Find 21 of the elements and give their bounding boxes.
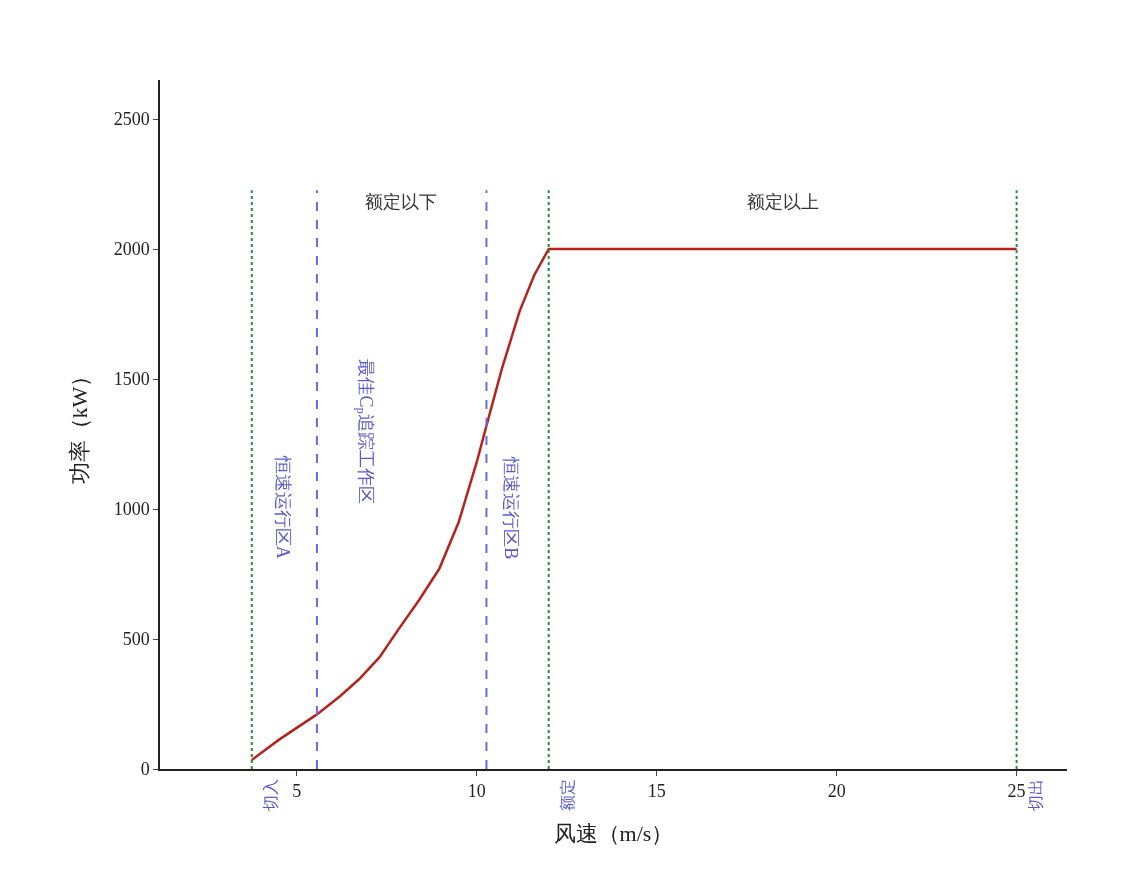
y-tick-label: 1500	[113, 369, 150, 390]
annotation: 额定以下	[365, 192, 437, 212]
annotation: 恒速运行区B	[501, 456, 522, 560]
y-tick-label: 2500	[113, 109, 150, 130]
line-series	[250, 247, 1018, 762]
x-tick-label: 15	[647, 781, 666, 802]
x-tick-label: 25	[1007, 781, 1026, 802]
x-tick-label: 5	[292, 781, 302, 802]
y-tick-label: 2000	[113, 239, 150, 260]
ref-line-label: 切入	[261, 778, 279, 811]
x-tick-label: 10	[467, 781, 486, 802]
y-tick-label: 1000	[113, 499, 150, 520]
ref-line-label: 额定	[558, 778, 576, 811]
ref-line-label: 切出	[1026, 778, 1044, 811]
y-tick-label: 500	[122, 629, 150, 650]
annotation: 额定以上	[747, 192, 819, 212]
y-axis-title: 功率（kW）	[66, 364, 92, 485]
x-tick-label: 20	[827, 781, 846, 802]
y-tick-label: 0	[140, 759, 150, 780]
annotation: 恒速运行区A	[272, 454, 293, 559]
x-axis-title: 风速（m/s）	[553, 820, 674, 846]
